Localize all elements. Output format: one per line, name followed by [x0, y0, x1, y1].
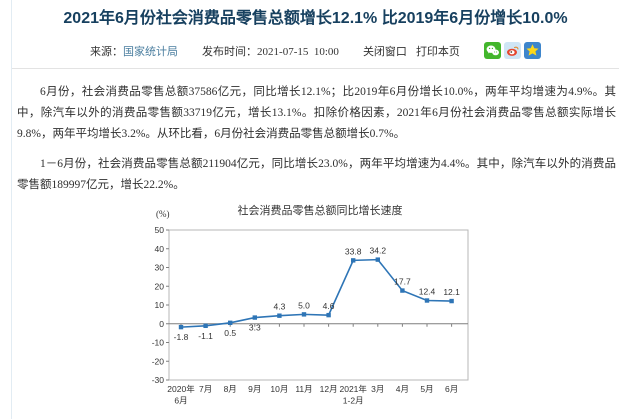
- x-axis-category-label: 4月: [396, 384, 409, 394]
- close-window-link[interactable]: 关闭窗口: [362, 45, 407, 58]
- source-label: 来源：: [90, 45, 124, 58]
- data-point-marker: [252, 315, 257, 320]
- x-axis-category-label: 3月: [371, 384, 384, 394]
- data-point-label: 4.3: [273, 302, 285, 312]
- x-axis-category-label: 8月: [224, 384, 237, 394]
- x-axis-category-label: 2021年: [339, 384, 367, 394]
- x-axis-category-label: 10月: [270, 384, 288, 394]
- meta-bar: 来源：国家统计局 发布时间：2021-07-15 10:00 关闭窗口 打印本页: [0, 42, 631, 59]
- x-axis-category-label: 6月: [174, 396, 187, 406]
- data-point-marker: [449, 298, 454, 304]
- y-axis-tick-label: -30: [152, 375, 165, 385]
- paragraph-2: 1－6月份，社会消费品零售总额211904亿元，同比增长23.0%，两年平均增速…: [17, 158, 616, 191]
- data-line: [180, 258, 452, 328]
- data-point-marker: [228, 320, 233, 326]
- source-field: 来源：国家统计局: [90, 43, 178, 59]
- x-axis-category-label: 12月: [320, 384, 338, 394]
- data-point-marker: [400, 288, 405, 293]
- data-point-label: 0.5: [224, 328, 236, 338]
- weibo-icon[interactable]: [503, 42, 521, 59]
- wechat-icon[interactable]: [483, 42, 501, 59]
- data-point-label: 12.1: [443, 287, 460, 297]
- page-title: 2021年6月份社会消费品零售总额增长12.1% 比2019年6月份增长10.0…: [63, 10, 568, 27]
- y-axis-tick-label: 0: [159, 319, 164, 329]
- print-page-link[interactable]: 打印本页: [415, 45, 460, 58]
- data-point-marker: [326, 312, 331, 318]
- divider: [12, 68, 619, 69]
- window-actions: 关闭窗口 打印本页: [363, 43, 460, 59]
- y-axis-tick-label: 30: [155, 263, 165, 273]
- x-axis-category-label: 9月: [248, 384, 261, 394]
- y-axis-tick-label: -10: [152, 338, 165, 348]
- publish-time-label: 发布时间：: [202, 45, 258, 58]
- data-point-label: -1.8: [174, 332, 189, 342]
- data-point-marker: [301, 312, 307, 317]
- data-point-label: -1.1: [198, 331, 213, 341]
- y-axis-unit-label: (%): [156, 209, 170, 219]
- data-point-marker: [375, 257, 380, 262]
- data-point-marker: [424, 298, 430, 303]
- paragraph-1: 6月份，社会消费品零售总额37586亿元，同比增长12.1%；比2019年6月份…: [17, 86, 616, 140]
- x-axis-category-label: 7月: [199, 384, 212, 394]
- data-point-label: 33.8: [345, 246, 362, 256]
- data-point-marker: [178, 324, 184, 330]
- data-point-marker: [203, 323, 208, 329]
- data-point-label: 3.3: [249, 323, 261, 333]
- data-point-label: 12.4: [419, 287, 436, 297]
- publish-time-value: 2021-07-15 10:00: [257, 45, 339, 58]
- source-link[interactable]: 国家统计局: [123, 45, 179, 58]
- x-axis-category-label: 5月: [420, 384, 433, 394]
- chart-title: 社会消费品零售总额同比增长速度: [237, 205, 403, 217]
- x-axis-category-label: 2020年: [167, 384, 195, 394]
- y-axis-tick-label: 20: [155, 281, 165, 291]
- plot-border: [168, 229, 469, 381]
- data-point-label: 4.6: [323, 301, 335, 311]
- y-axis-tick-label: -20: [152, 356, 165, 366]
- x-axis-category-label: 11月: [295, 384, 312, 394]
- data-point-label: 5.0: [298, 300, 310, 310]
- publish-time-field: 发布时间：2021-07-15 10:00: [202, 43, 339, 59]
- chart-section: 社会消费品零售总额同比增长速度 (%) -30 -20 -10 0 10 20 30 40 50…: [0, 200, 631, 419]
- data-point-marker: [277, 313, 282, 318]
- y-axis-tick-label: 10: [155, 300, 165, 310]
- y-axis-tick-label: 40: [155, 244, 165, 254]
- x-axis-category-label: 6月: [445, 384, 458, 394]
- qzone-icon[interactable]: [523, 42, 541, 59]
- data-point-label: 34.2: [370, 246, 387, 256]
- x-axis-category-label: 1-2月: [343, 396, 364, 406]
- line-chart: -30 -20 -10 0 10 20 30 40 50 -1.8 -1.1 0.5 3.3 4.3 5.0…: [152, 225, 469, 406]
- share-bar: [483, 42, 541, 59]
- y-axis-tick-label: 50: [155, 225, 165, 235]
- data-point-marker: [351, 258, 356, 263]
- data-point-label: 17.7: [394, 277, 411, 287]
